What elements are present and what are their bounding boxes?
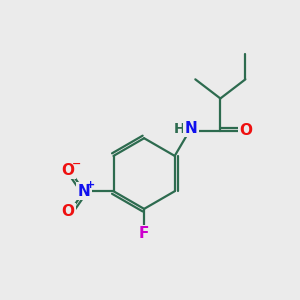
Text: N: N — [78, 184, 90, 199]
Text: +: + — [86, 180, 95, 190]
Text: O: O — [239, 123, 253, 138]
Text: N: N — [184, 121, 197, 136]
Text: H: H — [173, 122, 185, 136]
Text: O: O — [61, 204, 74, 219]
Text: −: − — [71, 159, 81, 169]
Text: O: O — [61, 163, 74, 178]
Text: F: F — [139, 226, 149, 242]
